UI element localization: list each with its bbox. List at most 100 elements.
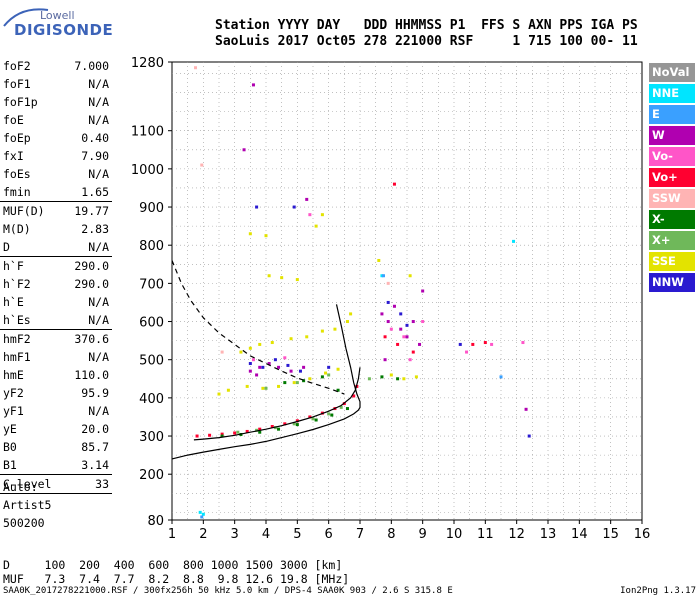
param-value: 85.7 (81, 440, 109, 454)
param-row-fof2: foF2 7.000 (0, 57, 112, 75)
header-labels: Station YYYY DAY DDD HHMMSS P1 FFS S AXN… (215, 18, 638, 33)
param-row-hf2: h`F2 290.0 (0, 275, 112, 293)
param-value: 33 (95, 477, 109, 491)
param-row-hes: h`Es N/A (0, 311, 112, 329)
data-point-sse (277, 384, 281, 388)
data-point-nnw (255, 205, 259, 209)
auto-label: Auto: (3, 480, 38, 494)
param-label: yE (3, 422, 17, 436)
y-tick-label: 1100 (131, 125, 164, 140)
station-header: Station YYYY DAY DDD HHMMSS P1 FFS S AXN… (215, 18, 638, 50)
param-value: 7.90 (81, 149, 109, 163)
data-point-w (258, 365, 262, 369)
data-point-nne (512, 239, 516, 243)
param-row-md: M(D) 2.83 (0, 220, 112, 238)
data-point-w (380, 312, 384, 316)
data-point-nnw (292, 205, 296, 209)
divider (0, 474, 112, 475)
data-point-nnw (386, 300, 390, 304)
param-value: N/A (88, 95, 109, 109)
curve-muf (171, 260, 345, 395)
data-point-sse (245, 384, 249, 388)
data-point-x- (277, 427, 281, 431)
param-row-foes: foEs N/A (0, 165, 112, 183)
data-point-vo- (402, 335, 406, 339)
data-point-nne (201, 512, 205, 516)
data-point-x- (236, 430, 240, 434)
data-point-vo- (396, 342, 400, 346)
data-point-w (289, 369, 293, 373)
param-label: foF1 (3, 77, 31, 91)
data-point-vo- (270, 424, 274, 428)
data-point-w (242, 148, 246, 152)
param-group-virtual-heights: h`F 290.0 h`F2 290.0 h`E N/A h`Es N/A (0, 257, 112, 329)
param-row-hmf1: hmF1 N/A (0, 348, 112, 366)
data-point-ssw (194, 66, 197, 70)
data-point-sse (292, 381, 296, 385)
data-point-nnw (286, 363, 290, 367)
logo-digisonde-text: DIGISONDE (14, 21, 114, 39)
x-tick-label: 5 (293, 527, 301, 542)
data-point-nnw (399, 312, 403, 316)
data-point-sse (258, 342, 262, 346)
data-point-sse (217, 392, 221, 396)
param-label: D (3, 240, 10, 254)
file-info-footer: SAA0K_2017278221000.RSF / 300fx256h 50 k… (3, 586, 453, 596)
data-point-x- (264, 386, 268, 390)
data-point-sse (264, 234, 268, 238)
param-label: h`F2 (3, 277, 31, 291)
param-row-hmf2: hmF2 370.6 (0, 330, 112, 348)
data-point-vo- (283, 422, 287, 426)
data-point-e (200, 515, 204, 519)
data-point-sse (289, 337, 293, 341)
data-point-sse (239, 350, 243, 354)
param-value: 20.0 (81, 422, 109, 436)
param-row-fof1p: foF1p N/A (0, 93, 112, 111)
auto-code: 500200 (3, 516, 45, 530)
data-point-w (277, 365, 281, 369)
data-point-nnw (527, 434, 531, 438)
legend-item-nne: NNE (649, 84, 695, 103)
data-point-x- (320, 375, 324, 379)
param-value: N/A (88, 313, 109, 327)
data-point-sse (270, 341, 274, 345)
ionogram-chart: 1 2 3 4 5 6 7 8 9 10 11 12 13 14 15 1680200300400500600… (131, 56, 650, 542)
param-row-yf2: yF2 95.9 (0, 384, 112, 402)
data-point-x- (292, 422, 296, 426)
data-point-nnw (273, 358, 277, 362)
legend-item-x-: X- (649, 210, 695, 229)
data-point-w (524, 407, 528, 411)
data-point-vo- (389, 327, 393, 331)
data-point-vo- (195, 434, 199, 438)
data-point-vo- (245, 429, 249, 433)
data-point-vo- (308, 415, 312, 419)
x-tick-label: 14 (571, 527, 588, 542)
legend-item-x-: X+ (649, 231, 695, 250)
param-group-profile: hmF2 370.6 hmF1 N/A hmE 110.0 yF2 95.9 yF1 N/A yE 2… (0, 330, 112, 474)
param-value: N/A (88, 350, 109, 364)
muf-distance-table: D 100 200 400 600 800 1000 1500 3000 [km… (3, 558, 349, 586)
param-value: 1.65 (81, 185, 109, 199)
param-label: hmE (3, 368, 24, 382)
data-point-x- (327, 412, 331, 416)
polarization-legend: NoVal NNE E W Vo- Vo+ SSW X- X+ SSE NNW (649, 63, 695, 294)
data-point-sse (226, 388, 230, 392)
data-point-nnw (405, 323, 409, 327)
data-point-w (405, 335, 409, 339)
data-point-sse (408, 274, 412, 278)
data-point-vo- (251, 358, 255, 362)
data-point-vo- (483, 341, 487, 345)
param-label: hmF1 (3, 350, 31, 364)
x-tick-label: 8 (387, 527, 395, 542)
data-point-x- (255, 428, 259, 432)
data-point-sse (320, 329, 324, 333)
logo-lowell-text: Lowell (40, 9, 75, 22)
param-value: N/A (88, 167, 109, 181)
y-tick-label: 800 (139, 239, 164, 254)
param-value: 0.40 (81, 131, 109, 145)
divider (0, 493, 112, 494)
param-label: yF2 (3, 386, 24, 400)
data-point-sse (248, 232, 252, 236)
data-point-w (392, 304, 396, 308)
param-value: 95.9 (81, 386, 109, 400)
